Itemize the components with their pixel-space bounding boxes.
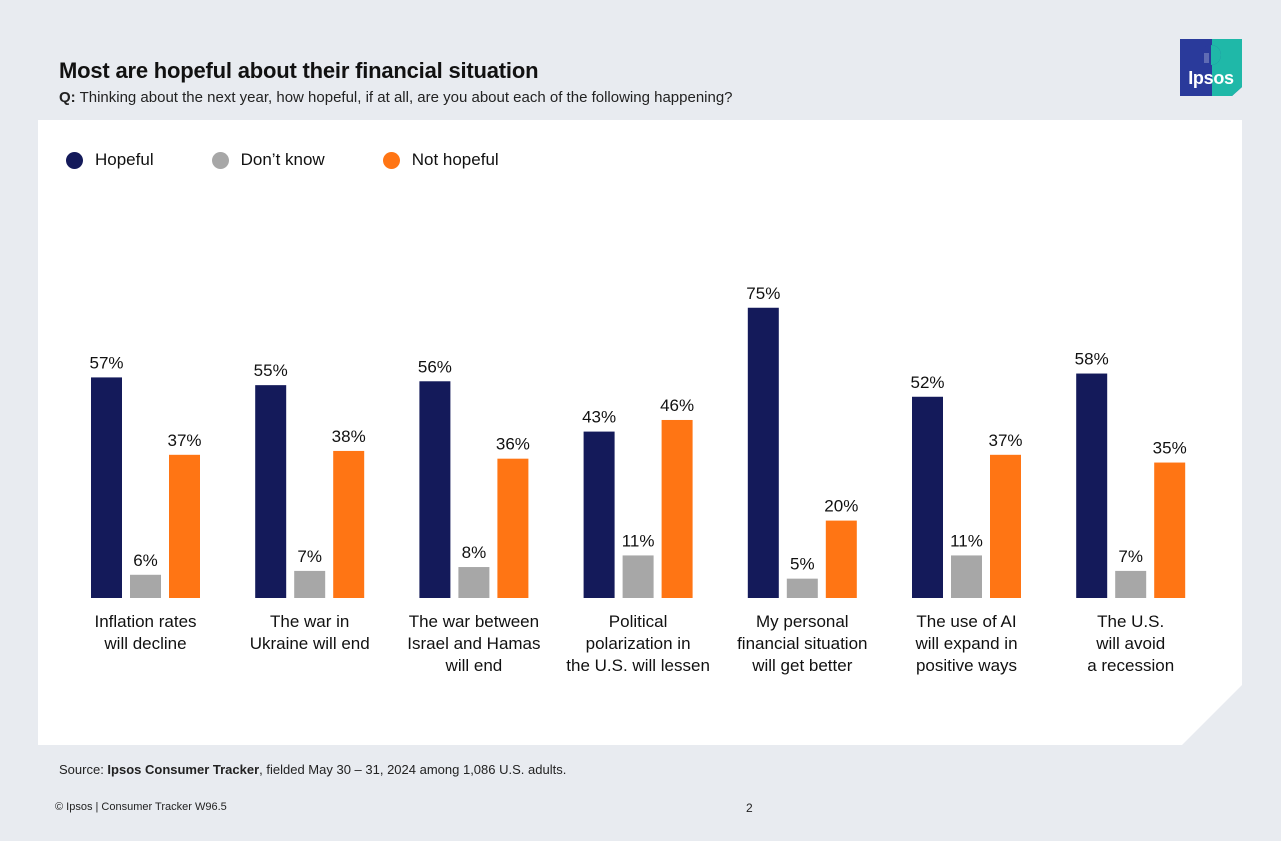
bar [255,385,287,598]
category-label: My personal financial situation will get b… [737,612,867,675]
data-label: 8% [462,543,487,562]
bar [333,450,365,598]
question-prefix: Q: [59,89,76,106]
bar [91,377,122,598]
bar [1076,373,1108,598]
data-label: 6% [133,551,158,570]
bar [622,555,654,598]
data-label: 57% [89,353,123,372]
data-label: 43% [582,408,616,427]
source-note: Source: Ipsos Consumer Tracker, fielded … [59,762,566,777]
bar [458,567,490,598]
bar [583,431,615,598]
ipsos-logo: Ipsos [1180,39,1242,96]
bar [169,454,200,598]
bar-chart: 57% 6% 37% Inflation rates will decline 55% 7%… [89,284,1187,675]
copyright: © Ipsos | Consumer Tracker W96.5 [55,801,227,813]
page-number: 2 [746,801,753,815]
question-text: Q: Thinking about the next year, how hop… [59,89,733,106]
bar [419,381,451,598]
question-body: Thinking about the next year, how hopefu… [75,89,733,106]
data-label: 37% [988,431,1022,450]
data-label: 46% [660,396,694,415]
data-label: 37% [167,431,201,450]
source-name: Ipsos Consumer Tracker [107,762,260,777]
legend-item: Don’t know [211,150,325,170]
page-title: Most are hopeful about their financial s… [59,58,539,83]
ipsos-logo-mark [1180,39,1242,96]
bar [661,419,693,598]
legend-item: Not hopeful [382,150,499,170]
data-label: 35% [1153,439,1187,458]
source-details: , fielded May 30 – 31, 2024 among 1,086 … [259,762,567,777]
data-label: 56% [418,357,452,376]
data-label: 11% [622,531,655,550]
legend-label: Hopeful [95,150,154,169]
bar [825,520,857,598]
data-label: 7% [297,547,322,566]
data-label: 11% [950,531,983,550]
bar [990,454,1021,598]
legend-label: Don’t know [240,150,325,169]
bar [1115,570,1147,598]
data-label: 75% [746,284,780,303]
category-label: The use of AI will expand in positive ways [914,612,1017,675]
bar [1154,462,1186,598]
data-label: 55% [254,361,288,380]
data-label: 52% [910,373,944,392]
bar [130,574,161,598]
bar [912,396,943,598]
data-label: 7% [1118,547,1143,566]
category-label: The war in Ukraine will end [250,612,370,653]
data-label: 20% [824,497,858,516]
bar [951,555,982,598]
bar [497,458,529,598]
data-label: 36% [496,435,530,454]
data-label: 38% [332,427,366,446]
data-label: 58% [1075,350,1109,369]
legend-item: Hopeful [66,150,154,170]
bar [294,570,326,598]
bar [747,307,779,598]
category-label: Political polarization in the U.S. will le… [566,612,710,675]
chart-panel: Hopeful Don’t know Not hopeful 57% 6% 37% Inf… [38,120,1242,745]
legend-swatch [211,151,229,169]
legend-swatch [382,151,400,169]
data-label: 5% [790,555,815,574]
category-label: Inflation rates will decline [94,612,196,653]
source-prefix: Source: [59,762,108,777]
logo-text: Ipsos [1188,68,1234,88]
chart-legend: Hopeful Don’t know Not hopeful [66,150,557,170]
legend-swatch [66,151,83,169]
category-label: The war between Israel and Hamas will end [407,612,540,675]
legend-label: Not hopeful [411,150,499,169]
category-label: The U.S. will avoid a recession [1087,612,1174,675]
bar [786,578,818,598]
